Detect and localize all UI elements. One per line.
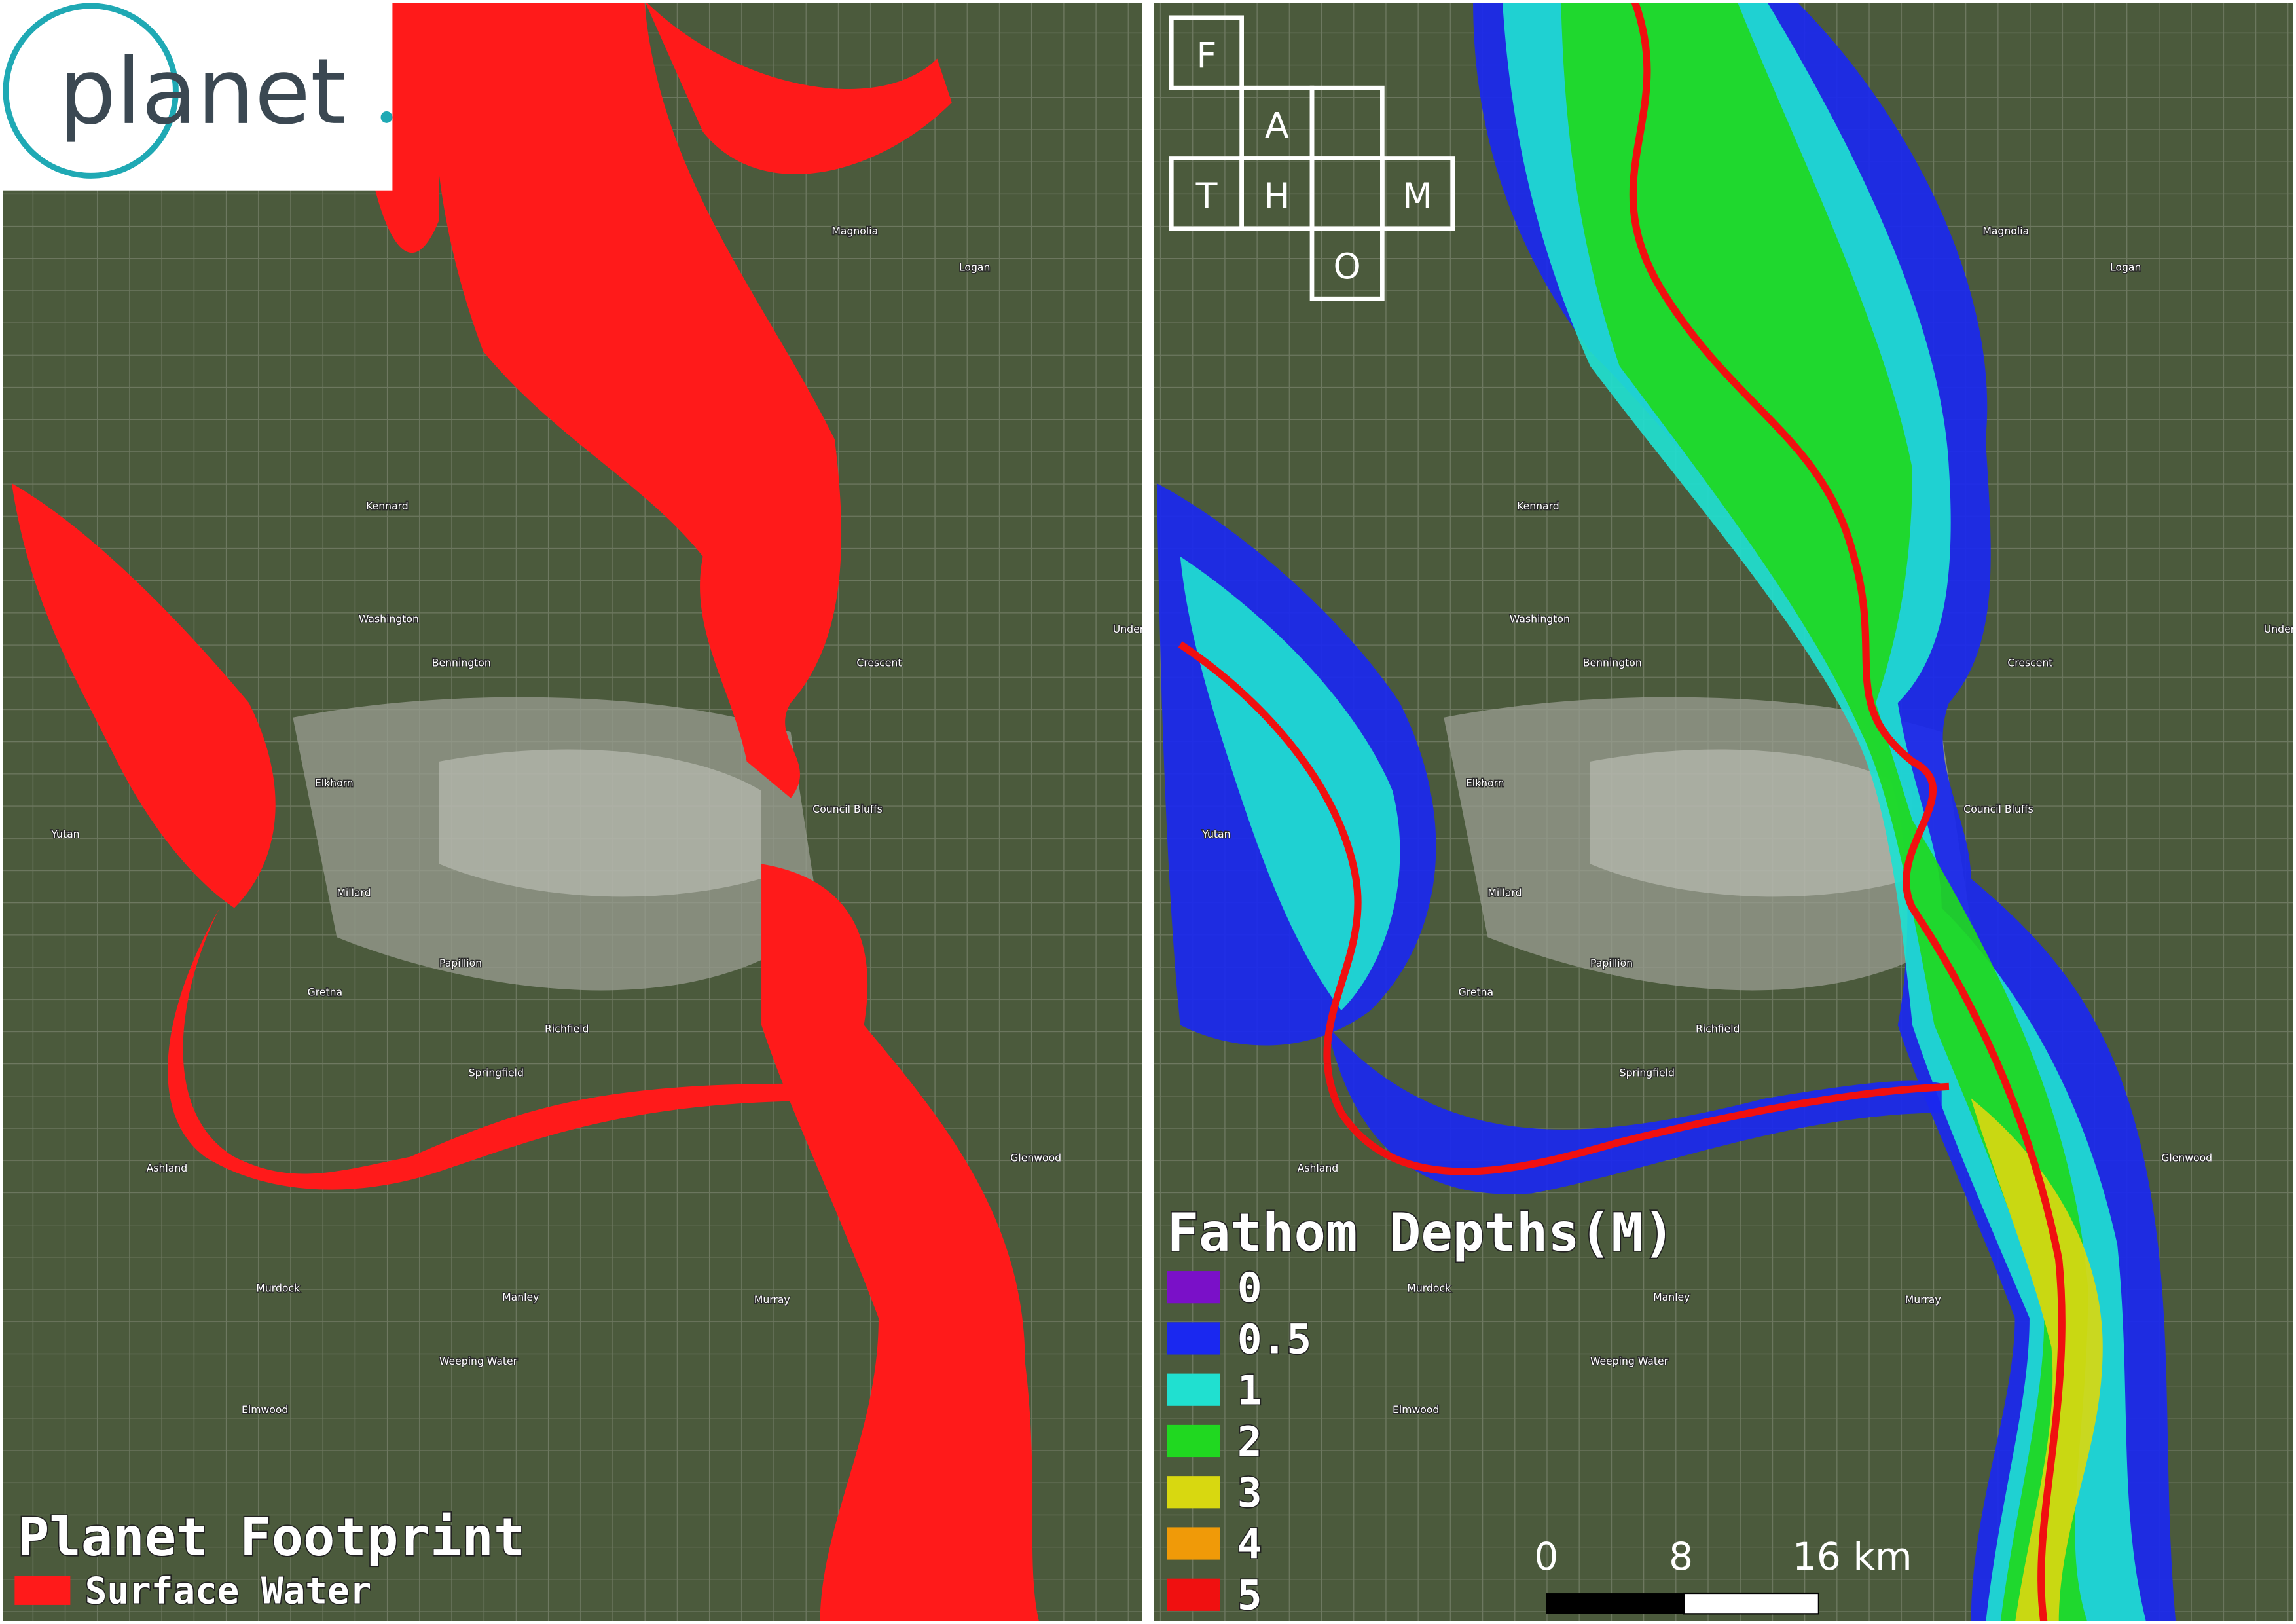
legend-label: 5: [1237, 1572, 1262, 1619]
scale-bar-white: [1683, 1592, 1819, 1615]
legend-swatch: [1167, 1527, 1220, 1560]
place-label: Springfield: [469, 1067, 524, 1079]
river-channel: [1178, 641, 1950, 1175]
legend-label: 1: [1237, 1367, 1262, 1414]
fathom-cell: [1309, 226, 1385, 301]
place-label: Underwood: [2264, 623, 2296, 635]
place-label: Ashland: [147, 1162, 188, 1174]
scale-label: 0: [1534, 1534, 1558, 1579]
place-label: Kennard: [1517, 500, 1559, 512]
place-label: Murdock: [1407, 1282, 1451, 1294]
place-label: Council Bluffs: [1963, 803, 2033, 815]
legend-swatch: [1167, 1322, 1220, 1355]
legend-swatch: [1167, 1476, 1220, 1509]
place-label: Millard: [337, 887, 371, 899]
right-title: Fathom Depths(M): [1167, 1202, 1675, 1263]
legend-label: 4: [1237, 1520, 1262, 1568]
fathom-letter: O: [1334, 246, 1361, 287]
place-label: Gretna: [308, 986, 342, 999]
place-label: Richfield: [1696, 1023, 1740, 1035]
fathom-letter: F: [1197, 35, 1217, 76]
place-label: Bennington: [1583, 656, 1642, 669]
scale-bar-black: [1546, 1593, 1685, 1614]
place-label: Elmwood: [242, 1403, 288, 1416]
place-label: Ashland: [1298, 1162, 1339, 1174]
urban-core: [1590, 749, 1913, 897]
place-label: Magnolia: [1982, 225, 2029, 237]
logo-ring: [3, 3, 179, 179]
place-label: Papillion: [1590, 957, 1633, 969]
flood-depth: [1326, 1025, 1942, 1194]
place-label: Council Bluffs: [812, 803, 883, 815]
left-map: Council Bluffs Papillion Gretna Ashland Spri…: [3, 3, 1171, 1621]
place-label: Bennington: [432, 656, 491, 669]
river-channel: [1629, 3, 2066, 1621]
place-label: Manley: [1653, 1291, 1690, 1303]
place-label: Washington: [1510, 612, 1570, 625]
place-label: Washington: [359, 612, 419, 625]
place-label: Elkhorn: [315, 777, 354, 789]
legend-label: Surface Water: [85, 1570, 372, 1613]
right-map: Council Bluffs Papillion Gretna Ashland Spri…: [1154, 3, 2296, 1621]
place-label: Gretna: [1459, 986, 1493, 999]
surface-water: [761, 864, 1039, 1621]
place-label: Glenwood: [1010, 1151, 1061, 1164]
place-label: Springfield: [1620, 1067, 1675, 1079]
flood-depth: [1561, 3, 2088, 1621]
logo-dot: [380, 111, 393, 123]
surface-water: [168, 908, 791, 1190]
fathom-letter: T: [1195, 175, 1218, 217]
legend-label: 0.5: [1237, 1315, 1311, 1363]
legend-label: 2: [1237, 1418, 1262, 1466]
legend-swatch: [14, 1576, 71, 1605]
fathom-cell: [1169, 15, 1244, 90]
place-label: Weeping Water: [439, 1355, 518, 1367]
surface-water: [11, 483, 276, 908]
place-label: Yutan: [50, 828, 79, 840]
fathom-letter: M: [1402, 175, 1432, 217]
place-label: Elkhorn: [1466, 777, 1504, 789]
place-label: Elmwood: [1393, 1403, 1439, 1416]
fathom-letter: A: [1265, 105, 1289, 146]
logo-background: [0, 0, 393, 191]
legend-swatch: [1167, 1578, 1220, 1611]
surface-water: [433, 3, 842, 798]
scale-label: 16 km: [1793, 1534, 1912, 1579]
place-label: Murray: [754, 1293, 790, 1306]
place-label: Logan: [959, 261, 990, 274]
legend-swatch: [1167, 1424, 1220, 1458]
place-label: Glenwood: [2161, 1151, 2212, 1164]
place-label: Kennard: [366, 500, 409, 512]
urban-core: [439, 749, 762, 897]
place-label: Murdock: [256, 1282, 301, 1294]
place-label: Manley: [502, 1291, 539, 1303]
left-title: Planet Footprint: [18, 1506, 526, 1568]
legend-swatch: [1167, 1271, 1220, 1304]
place-label: Weeping Water: [1590, 1355, 1669, 1367]
place-label: Richfield: [545, 1023, 589, 1035]
flood-depth: [1180, 556, 1400, 1011]
place-label: Magnolia: [831, 225, 878, 237]
place-label: Crescent: [856, 656, 902, 669]
flood-depth: [1971, 1098, 2103, 1621]
place-label: Crescent: [2007, 656, 2052, 669]
place-label: Logan: [2110, 261, 2141, 274]
place-label: Murray: [1905, 1293, 1941, 1306]
place-label: Underwood: [1113, 623, 1171, 635]
fathom-cell: [1380, 156, 1455, 231]
legend-label: 3: [1237, 1469, 1262, 1517]
fathom-letter: H: [1264, 175, 1290, 217]
panel-divider: [1143, 0, 1153, 1624]
place-label: Yutan: [1201, 828, 1230, 840]
place-label: Millard: [1487, 887, 1522, 899]
surface-water: [646, 3, 952, 174]
legend-swatch: [1167, 1373, 1220, 1406]
scale-label: 8: [1669, 1534, 1693, 1579]
logo-text: planet: [58, 39, 346, 145]
place-label: Papillion: [439, 957, 482, 969]
legend-label: 0: [1237, 1264, 1262, 1312]
